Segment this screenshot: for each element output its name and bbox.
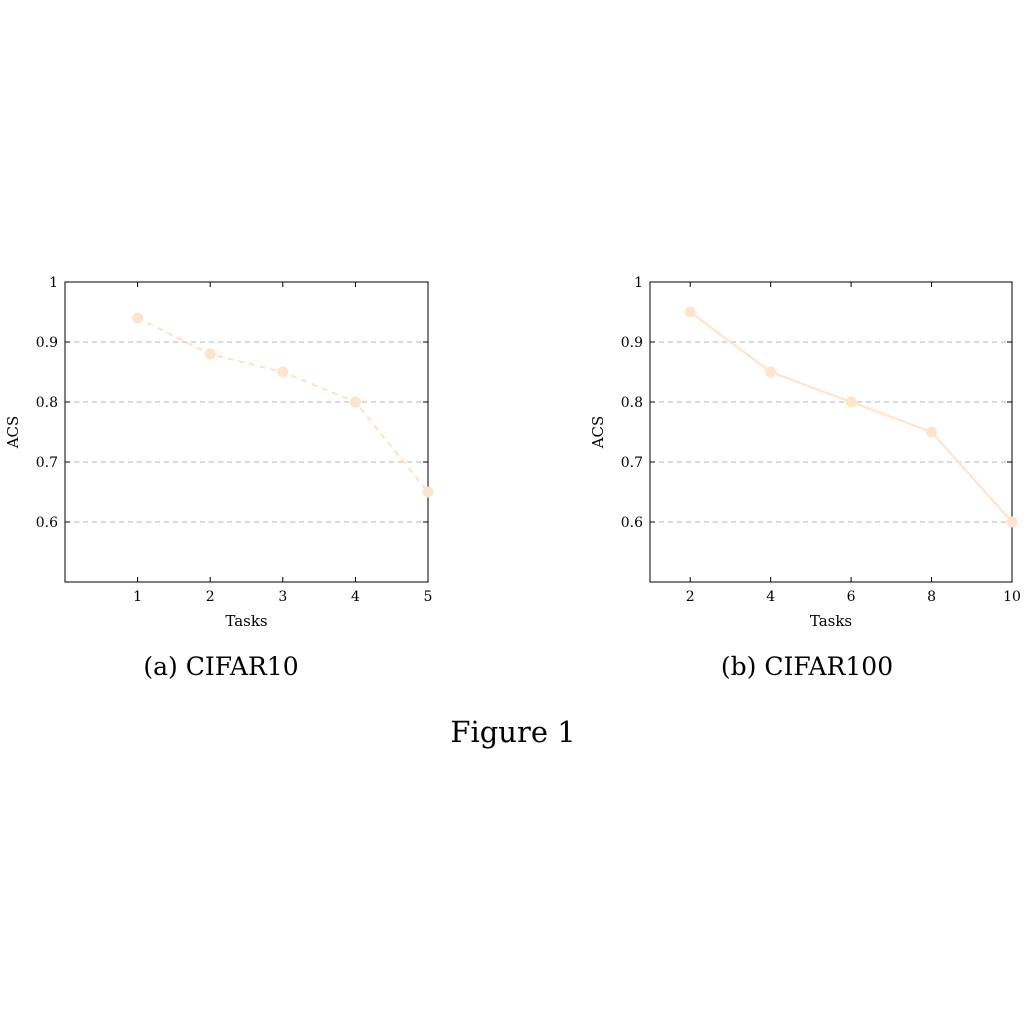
y-tick-label: 0.9	[621, 335, 643, 351]
data-point	[926, 426, 938, 438]
x-axis-label: Tasks	[810, 612, 852, 630]
x-tick-label: 2	[686, 589, 695, 605]
y-tick-label: 0.8	[36, 395, 58, 411]
x-tick-label: 8	[927, 589, 936, 605]
data-point	[204, 348, 216, 360]
series-line	[689, 311, 1013, 523]
data-point	[1006, 516, 1018, 528]
subcaption-cifar100: (b) CIFAR100	[721, 652, 893, 681]
series-line	[137, 317, 429, 493]
subcaption-cifar10: (a) CIFAR10	[143, 652, 298, 681]
y-tick-label: 0.6	[621, 515, 643, 531]
y-tick-label: 0.7	[36, 455, 58, 471]
data-point	[132, 312, 144, 324]
data-point	[422, 486, 434, 498]
y-tick-label: 0.8	[621, 395, 643, 411]
data-point	[845, 396, 857, 408]
y-tick-label: 1	[634, 275, 643, 291]
y-axis-label: ACS	[4, 416, 22, 450]
y-tick-label: 0.9	[36, 335, 58, 351]
x-tick-label: 3	[278, 589, 287, 605]
x-tick-label: 1	[133, 589, 142, 605]
x-axis-label: Tasks	[225, 612, 267, 630]
y-axis-label: ACS	[589, 416, 607, 450]
plot-frame	[649, 281, 1013, 583]
y-tick-label: 1	[49, 275, 58, 291]
data-point	[349, 396, 361, 408]
x-tick-label: 4	[766, 589, 775, 605]
y-tick-label: 0.7	[621, 455, 643, 471]
plot-frame	[64, 281, 429, 583]
x-tick-label: 10	[1003, 589, 1021, 605]
chart-cifar10: 0.6 0.7 0.8 0.9 1 1 2 3 4 5 Tasks ACS	[4, 275, 434, 630]
data-point	[684, 306, 696, 318]
y-tick-label: 0.6	[36, 515, 58, 531]
x-tick-label: 5	[424, 589, 433, 605]
x-tick-label: 4	[351, 589, 360, 605]
figure-caption: Figure 1	[450, 715, 575, 749]
chart-cifar100: 0.6 0.7 0.8 0.9 1 2 4 6 8 10 Tasks ACS	[589, 275, 1021, 630]
data-point	[765, 366, 777, 378]
x-tick-label: 2	[206, 589, 215, 605]
x-tick-label: 6	[847, 589, 856, 605]
data-point	[277, 366, 289, 378]
